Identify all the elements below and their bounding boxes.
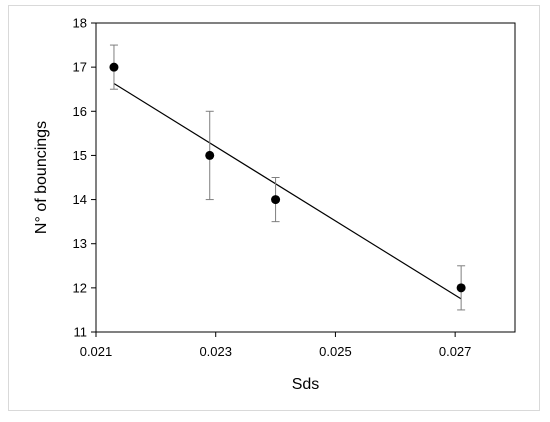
y-tick-label: 14 — [73, 192, 87, 207]
data-point — [205, 150, 215, 160]
data-point — [109, 62, 119, 72]
axes — [95, 22, 516, 333]
y-tick-label: 16 — [73, 104, 87, 119]
trendline — [113, 82, 462, 300]
x-tick-label: 0.023 — [199, 344, 232, 359]
data-points — [109, 62, 466, 293]
error-bars — [109, 44, 466, 311]
y-tick-label: 17 — [73, 60, 87, 75]
chart-frame — [8, 5, 540, 411]
plot-area-border — [95, 22, 516, 333]
y-axis-title: N° of bouncings — [33, 121, 50, 234]
tick-labels: 11 12 13 14 15 16 17 18 0.021 0.023 0.025 0.027 — [73, 16, 472, 360]
data-point — [271, 195, 281, 205]
x-tick-label: 0.027 — [439, 344, 472, 359]
trendline-group — [113, 82, 462, 300]
y-tick-label: 15 — [73, 148, 87, 163]
x-axis-title: Sds — [292, 376, 320, 393]
y-tick-label: 18 — [73, 16, 87, 31]
x-tick-label: 0.025 — [319, 344, 352, 359]
y-tick-label: 12 — [73, 280, 87, 295]
tick-marks — [91, 22, 456, 337]
y-tick-label: 13 — [73, 236, 87, 251]
data-point — [456, 283, 466, 293]
y-tick-label: 11 — [74, 325, 88, 340]
x-tick-label: 0.021 — [80, 344, 113, 359]
